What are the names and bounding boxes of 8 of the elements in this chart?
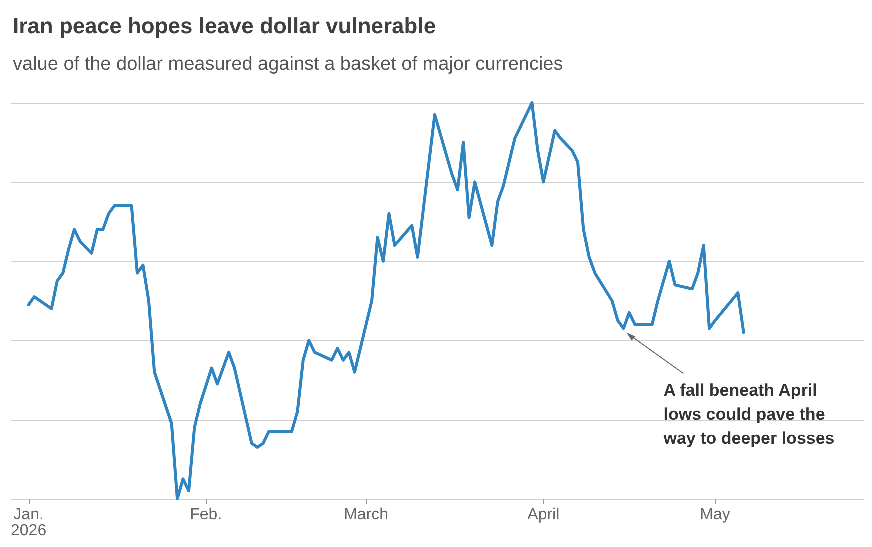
- chart-subtitle: value of the dollar measured against a basket of major currencies: [13, 54, 564, 75]
- x-tick-label: March: [344, 506, 389, 524]
- annotation: A fall beneath April lows could pave the way to deeper losses: [662, 381, 835, 448]
- x-tick-label: Feb.: [190, 506, 222, 524]
- x-tick-label: May: [700, 506, 730, 524]
- x-tick-label: Jan. 2026: [11, 506, 47, 540]
- x-tick-label: April: [528, 506, 560, 524]
- chart-title: Iran peace hopes leave dollar vulnerable: [13, 14, 436, 38]
